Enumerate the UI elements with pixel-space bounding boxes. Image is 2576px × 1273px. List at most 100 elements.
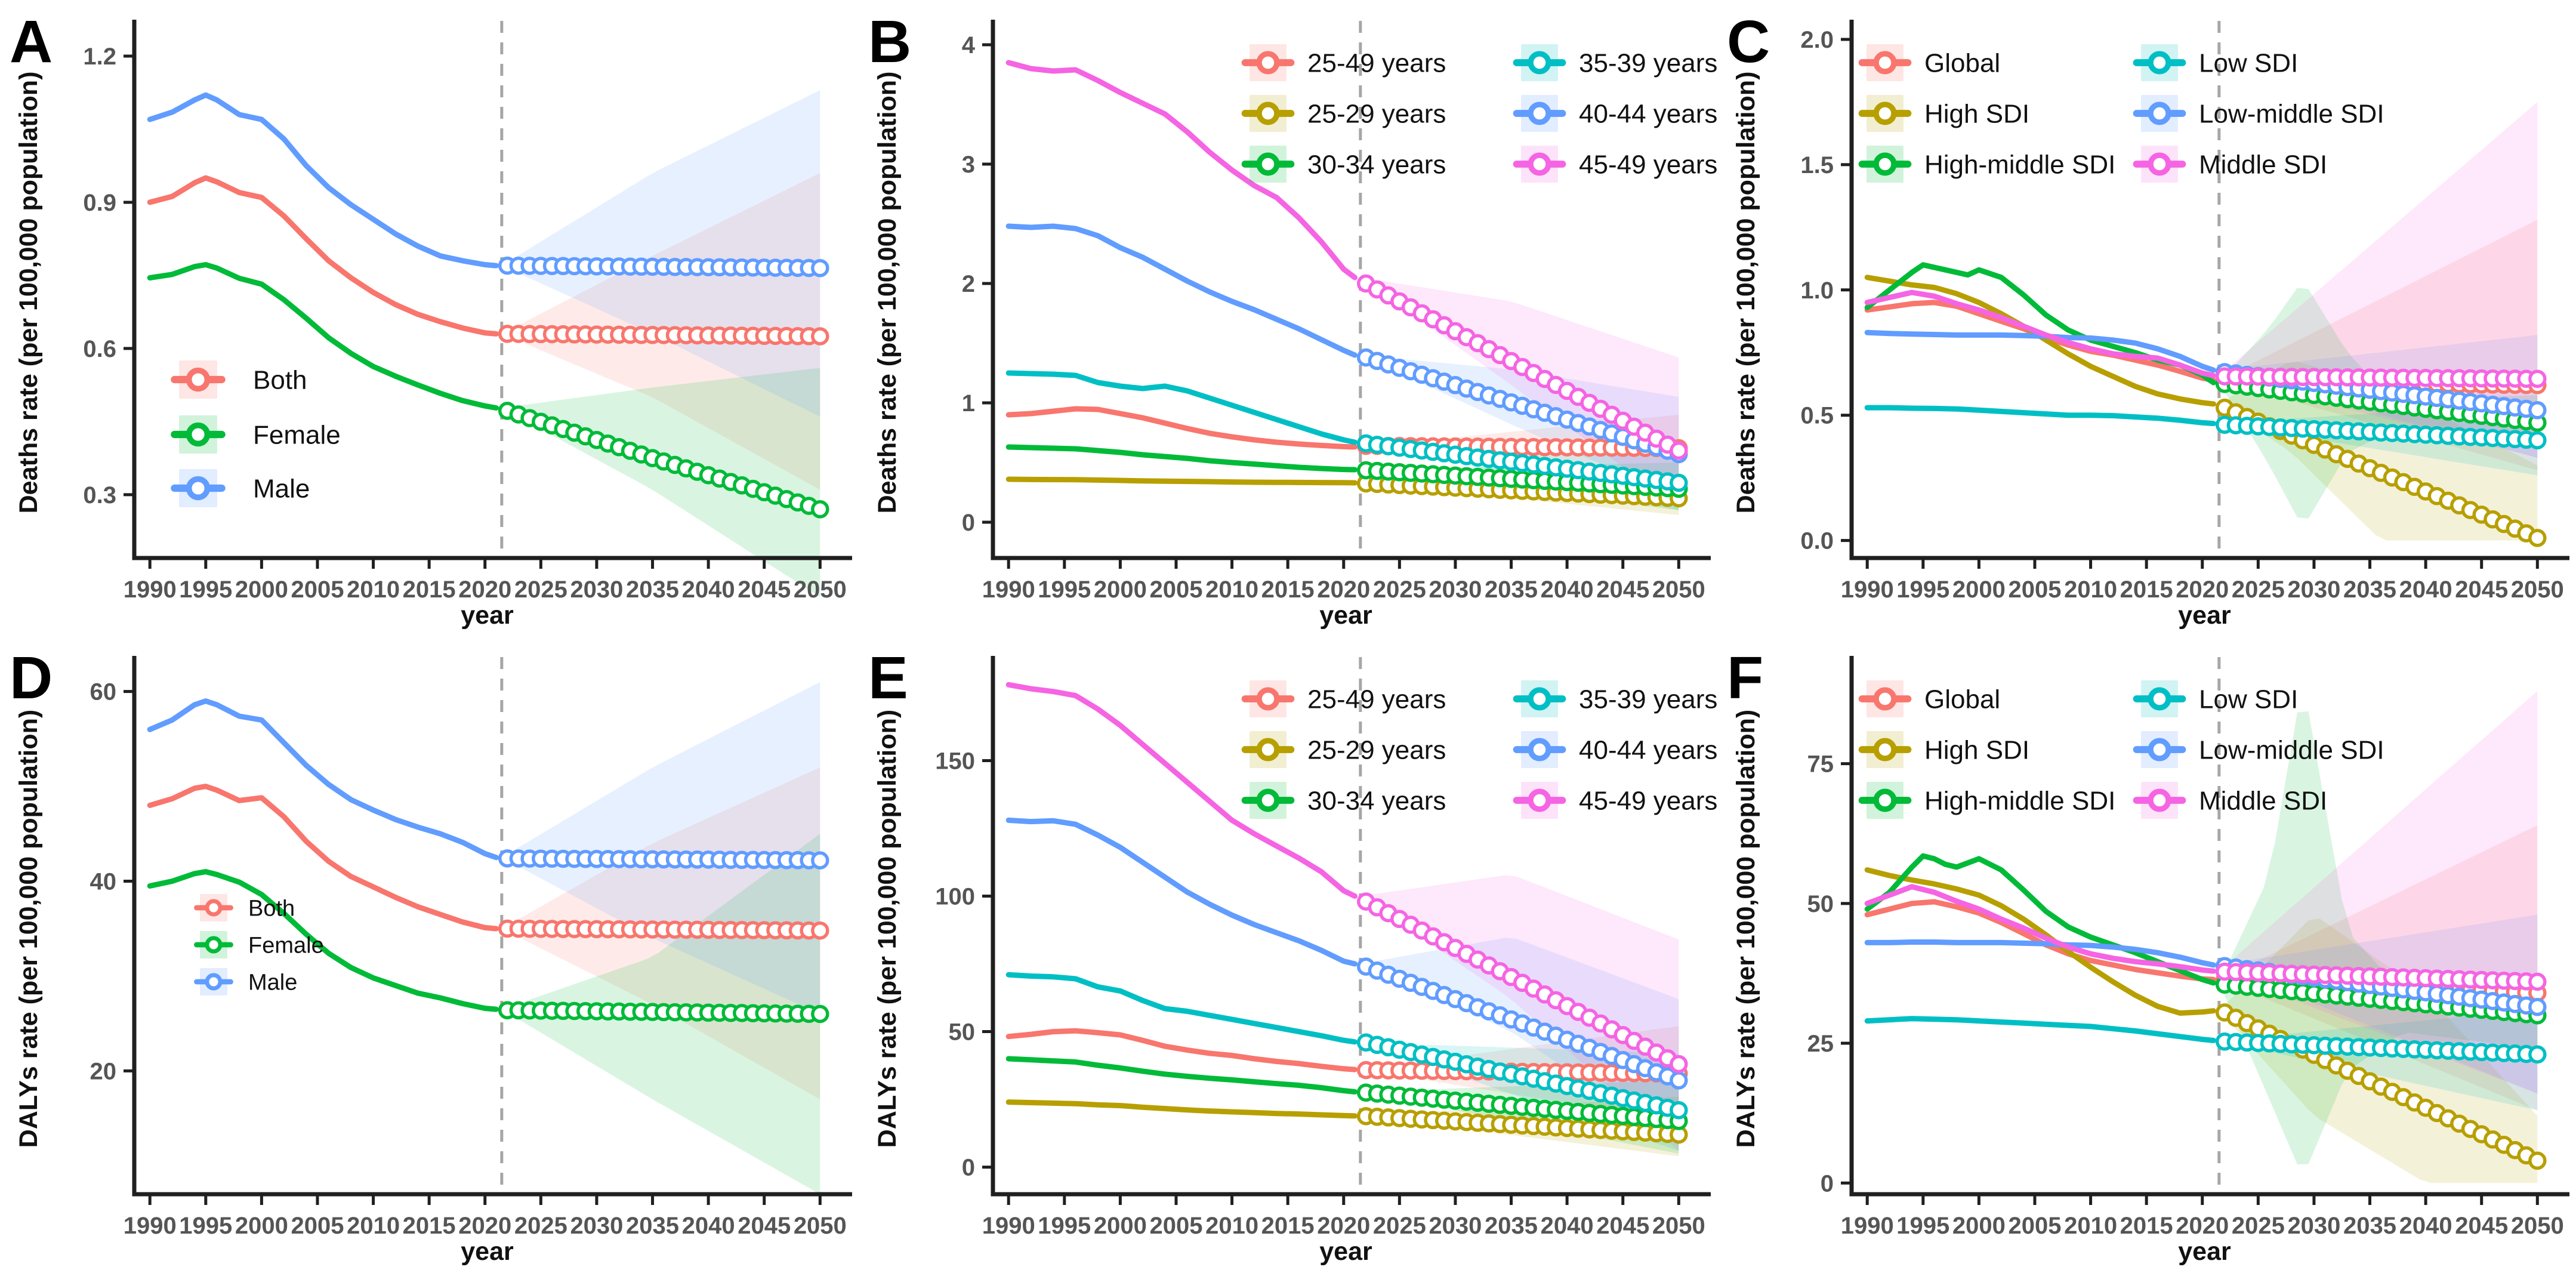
x-tick-label: 2040 [682,577,735,603]
legend-key-circle-icon [2148,738,2171,762]
legend-item-male: Male [194,968,297,995]
x-axis-title: year [1319,1237,1372,1266]
y-tick-label: 75 [1807,751,1834,778]
legend-key-circle-icon [1256,788,1280,812]
history-line-25-49-years [1005,406,1358,450]
x-tick-label: 2010 [347,577,400,603]
panel-F: 0 25 50 75 1990 1995 2000 2005 2010 2015 2020 2025 2… [1717,636,2576,1272]
legend-item-global: Global [1858,44,2000,81]
x-tick-label: 2040 [1541,577,1594,603]
history-line-45-49-years [1005,60,1358,281]
legend-item-global: Global [1858,680,2000,717]
y-tick-label: 0 [1821,1170,1834,1197]
projection-points-45-49-years [1356,892,1688,1074]
history-line-low-middle-sdi [1864,939,2216,968]
legend-key-circle-icon [2148,687,2171,711]
x-tick-label: 2015 [403,1213,456,1239]
legend-item-female: Female [171,415,341,454]
x-tick-label: 2015 [403,577,456,603]
legend-item-both: Both [194,894,295,921]
legend-item-low-sdi: Low SDI [2133,680,2298,717]
x-tick-label: 2030 [2287,1213,2340,1239]
history-line-25-29-years [1005,1099,1358,1119]
y-tick-label: 0.5 [1800,403,1834,429]
x-tick-label: 2020 [1317,577,1370,603]
panel-letter-E: E [868,645,908,711]
legend-item-30-34-years: 30-34 years [1241,782,1446,819]
legend-label: Global [1924,685,2000,714]
projection-points-30-34-years [1356,461,1688,498]
legend-key-circle-icon [186,476,211,501]
legend-key-circle-icon [1256,152,1280,176]
y-tick-label: 50 [949,1019,976,1046]
x-tick-label: 2020 [2176,1213,2229,1239]
y-tick-label: 0.3 [83,482,116,508]
projection-points-female [498,402,829,519]
legend-key-circle-icon [1256,101,1280,125]
panel-D: 20 40 60 1990 1995 2000 2005 2010 2015 2020 2025 20… [0,636,859,1272]
x-tick-label: 2030 [570,1213,623,1239]
x-tick-label: 2045 [1596,577,1649,603]
panel-letter-B: B [868,8,911,75]
legend-key-circle-icon [186,422,211,447]
legend-label: 30-34 years [1307,150,1446,179]
panel-letter-D: D [10,645,53,711]
history-line-male [147,92,499,269]
legend-label: Middle SDI [2199,150,2327,179]
legend-key-circle-icon [205,936,223,954]
projection-points-male [498,256,829,278]
legend-key-circle-icon [1528,101,1551,125]
legend-item-high-sdi: High SDI [1858,731,2029,768]
history-line-female [147,869,499,1012]
x-tick-label: 1990 [982,1213,1035,1239]
x-tick-label: 2025 [2232,577,2285,603]
legend-label: Male [248,970,297,995]
legend-label: 35-39 years [1579,48,1717,78]
ci-ribbon-middle-sdi [2219,101,2538,458]
legend-key-circle-icon [1873,738,1897,762]
x-tick-label: 1990 [124,1213,177,1239]
x-tick-label: 2050 [1652,1213,1705,1239]
x-tick-label: 2005 [2008,577,2061,603]
x-axis-title: year [1319,601,1372,630]
legend-item-45-49-years: 45-49 years [1513,146,1717,183]
legend-item-low-middle-sdi: Low-middle SDI [2133,731,2384,768]
legend-item-35-39-years: 35-39 years [1513,680,1717,717]
legend-label: 35-39 years [1579,685,1717,714]
history-line-25-29-years [1005,476,1358,486]
legend-item-25-29-years: 25-29 years [1241,731,1446,768]
y-tick-label: 150 [935,748,975,774]
x-tick-label: 2040 [2399,1213,2452,1239]
x-tick-label: 2035 [626,577,679,603]
x-tick-label: 2010 [347,1213,400,1239]
history-line-middle-sdi [1864,884,2216,974]
y-tick-label: 1.0 [1800,278,1834,304]
x-axis-title: year [461,1237,514,1266]
y-tick-label: 50 [1807,891,1834,917]
x-tick-label: 2050 [2511,1213,2564,1239]
x-tick-label: 2050 [1652,577,1705,603]
ci-ribbon-45-49-years [1360,278,1679,508]
legend-label: 45-49 years [1579,786,1717,815]
legend-item-45-49-years: 45-49 years [1513,782,1717,819]
y-axis-title: Deaths rate (per 100,000 population) [1732,72,1760,514]
legend-label: High SDI [1924,735,2029,765]
x-tick-label: 2015 [2120,1213,2173,1239]
x-tick-label: 2025 [1373,1213,1426,1239]
projection-points-both [498,325,829,346]
history-line-40-44-years [1005,223,1358,358]
projection-points-45-49-years [1356,274,1688,460]
x-tick-label: 1995 [1038,1213,1091,1239]
x-tick-label: 2020 [458,1213,511,1239]
x-tick-label: 2040 [2399,577,2452,603]
x-tick-label: 2030 [1429,577,1482,603]
panel-A: 0.3 0.6 0.9 1.2 1990 1995 2000 2005 2010 2015 2020… [0,0,859,636]
legend-label: Low SDI [2199,685,2298,714]
legend-key-circle-icon [2148,51,2171,75]
x-tick-label: 2045 [1596,1213,1649,1239]
x-tick-label: 2015 [2120,577,2173,603]
x-tick-label: 2050 [794,577,847,603]
